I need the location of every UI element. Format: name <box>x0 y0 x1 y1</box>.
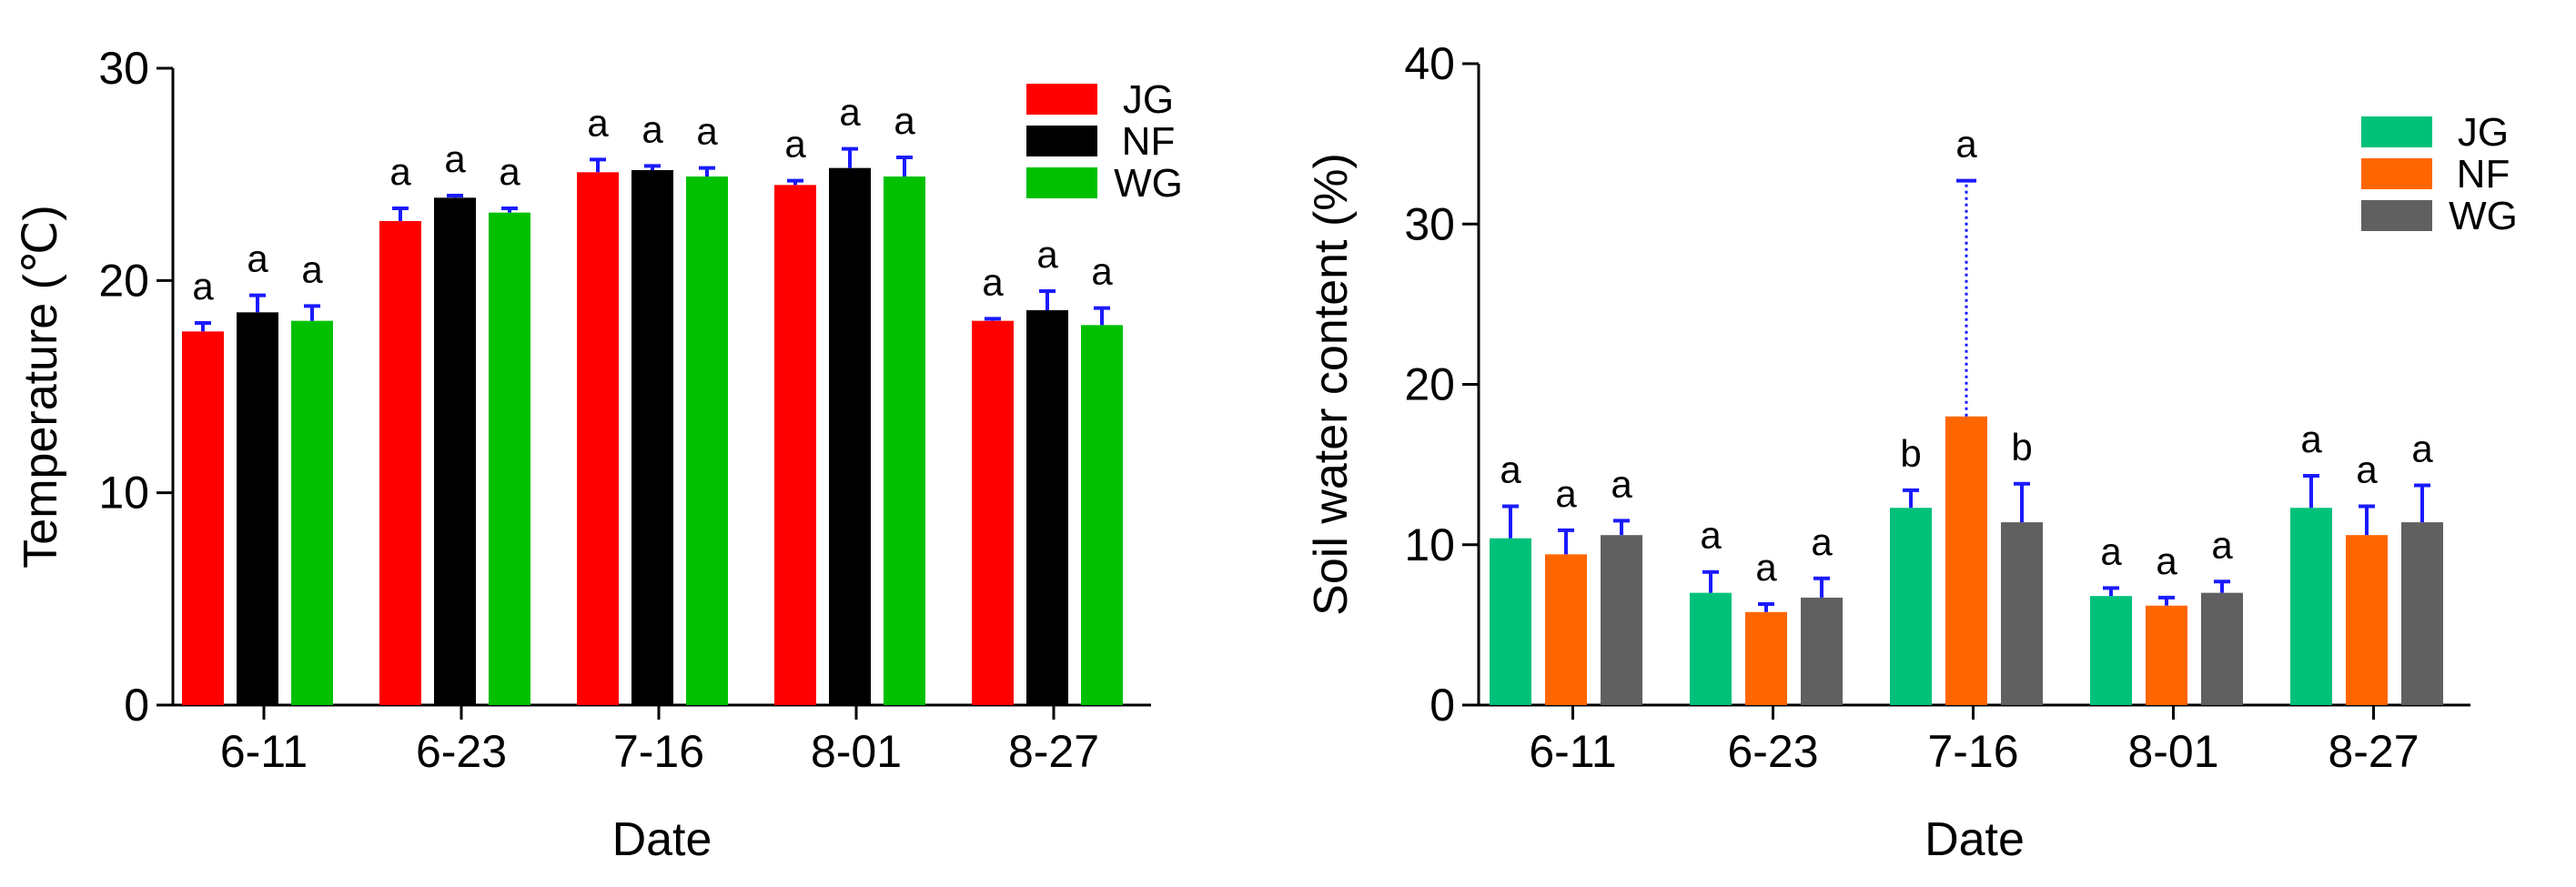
legend-label: JG <box>2458 110 2509 155</box>
legend-swatch-wg <box>1026 167 1097 198</box>
legend-label: NF <box>1122 119 1176 164</box>
significance-letter: a <box>1611 462 1632 505</box>
y-tick-label: 30 <box>1404 198 1455 249</box>
significance-letter: a <box>696 110 718 153</box>
bar-nf <box>2146 605 2187 705</box>
bar-wg <box>2401 522 2443 705</box>
x-tick-label: 6-23 <box>1727 726 1818 777</box>
x-tick-label: 6-23 <box>416 726 507 777</box>
bar-jg <box>972 320 1014 705</box>
bar-jg <box>774 185 816 706</box>
x-tick-label: 7-16 <box>1927 726 2018 777</box>
soil-water-chart: 0 10 20 30 40 6-11 6-23 7-16 8-01 8-27 Date Soil wa… <box>1305 38 2518 866</box>
bar-wg <box>884 176 925 705</box>
significance-letter: a <box>1700 514 1722 557</box>
significance-letter: a <box>1555 472 1577 515</box>
x-tick-label: 7-16 <box>613 726 704 777</box>
bar-jg <box>1490 538 1531 705</box>
bar-nf <box>1545 554 1587 705</box>
bar-jg <box>182 331 224 705</box>
significance-letter: a <box>1036 233 1058 276</box>
bar-nf <box>1745 611 1787 705</box>
legend-swatch-jg <box>1026 84 1097 115</box>
x-tick-label: 8-27 <box>2328 726 2419 777</box>
y-tick-label: 30 <box>98 43 149 94</box>
bar-wg <box>1801 597 1843 705</box>
bar-nf <box>631 170 673 705</box>
legend-swatch-jg <box>2361 116 2432 147</box>
significance-letter: a <box>2156 539 2177 582</box>
x-tick-label: 6-11 <box>220 726 308 777</box>
bar-wg <box>1601 535 1642 705</box>
significance-letter: a <box>1500 448 1521 490</box>
bar-nf <box>2346 535 2388 705</box>
y-tick-label: 0 <box>1429 680 1455 731</box>
x-axis-title: Date <box>612 813 712 866</box>
legend-swatch-wg <box>2361 200 2432 231</box>
legend-swatch-nf <box>1026 126 1097 156</box>
legend-label: NF <box>2457 152 2510 197</box>
y-tick-label: 10 <box>1404 519 1455 570</box>
y-tick-label: 20 <box>98 255 149 306</box>
significance-letter: b <box>2011 426 2032 469</box>
significance-letter: a <box>444 137 466 180</box>
significance-letter: a <box>641 107 663 150</box>
significance-letter: a <box>247 237 268 280</box>
legend-label: WG <box>1114 161 1183 206</box>
y-axis-title: Soil water content (%) <box>1305 153 1358 616</box>
x-tick-label: 8-01 <box>2127 726 2218 777</box>
bar-nf <box>237 312 278 705</box>
significance-letter: a <box>784 123 806 166</box>
significance-letter: a <box>1811 520 1833 563</box>
bar-jg <box>2290 508 2332 705</box>
y-tick-label: 20 <box>1404 359 1455 410</box>
y-tick-label: 0 <box>124 680 149 731</box>
legend-label: JG <box>1123 77 1174 122</box>
bar-nf <box>434 197 476 706</box>
x-tick-label: 6-11 <box>1529 726 1616 777</box>
temperature-chart: 0 10 20 30 6-11 6-23 7-16 8-01 8-27 Date Temperatu… <box>15 43 1183 866</box>
significance-letter: a <box>587 101 609 144</box>
bar-jg <box>2090 596 2132 705</box>
bar-wg <box>291 320 333 705</box>
bar-jg <box>577 172 619 706</box>
bar-wg <box>2201 592 2243 705</box>
legend-label: WG <box>2449 194 2518 238</box>
bar-jg <box>1690 592 1732 705</box>
bar-wg <box>1081 325 1123 705</box>
significance-letter: a <box>2411 428 2433 470</box>
significance-letter: b <box>1900 432 1921 475</box>
significance-letter: a <box>301 247 323 290</box>
significance-letter: a <box>839 91 861 134</box>
bar-wg <box>686 176 728 705</box>
significance-letter: a <box>894 99 915 142</box>
bar-jg <box>1890 508 1932 705</box>
significance-letter: a <box>2300 418 2322 460</box>
significance-letter: a <box>389 150 411 193</box>
bar-nf <box>1026 310 1068 705</box>
legend-swatch-nf <box>2361 158 2432 189</box>
x-tick-label: 8-27 <box>1008 726 1099 777</box>
significance-letter: a <box>1091 250 1113 293</box>
bar-nf <box>1945 416 1987 705</box>
bar-wg <box>2001 522 2043 705</box>
significance-letter: a <box>1955 123 1977 166</box>
bar-wg <box>489 212 530 705</box>
significance-letter: a <box>499 150 520 193</box>
x-axis-title: Date <box>1924 813 2025 866</box>
bar-nf <box>829 167 871 705</box>
y-tick-label: 10 <box>98 468 149 519</box>
x-tick-label: 8-01 <box>811 726 902 777</box>
y-tick-label: 40 <box>1404 38 1455 89</box>
significance-letter: a <box>2211 523 2233 566</box>
bar-jg <box>379 221 421 705</box>
y-axis-title: Temperature (℃) <box>15 205 67 568</box>
significance-letter: a <box>982 260 1004 303</box>
significance-letter: a <box>1755 546 1777 589</box>
significance-letter: a <box>2100 529 2122 572</box>
significance-letter: a <box>192 265 214 307</box>
significance-letter: a <box>2356 448 2378 490</box>
